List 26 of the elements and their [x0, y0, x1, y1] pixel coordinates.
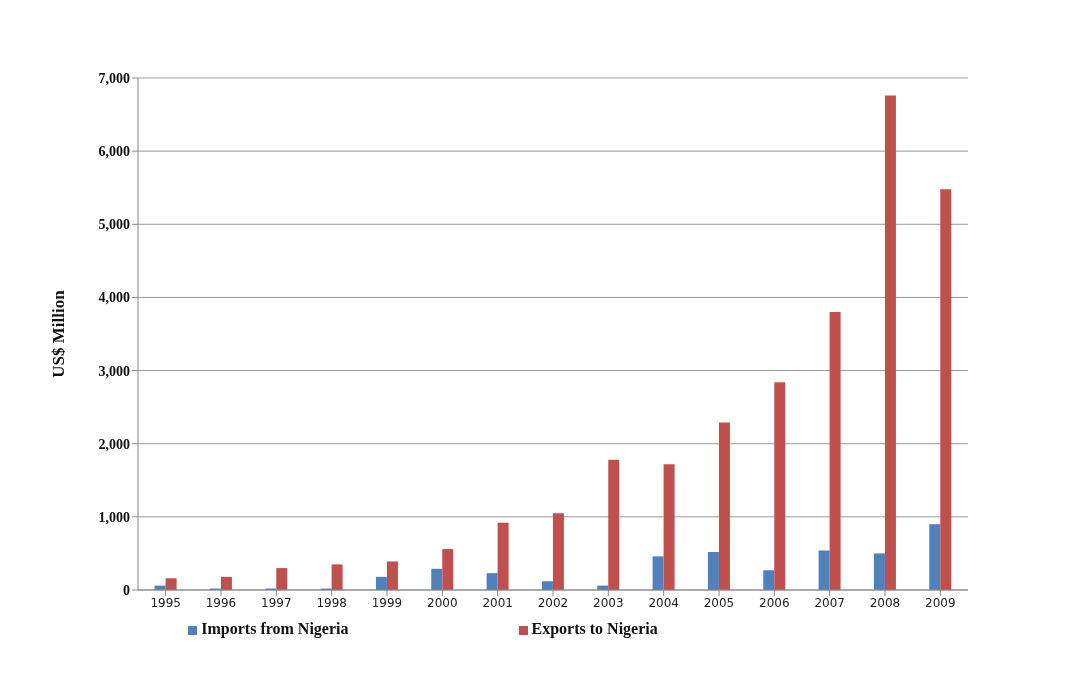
x-tick-label: 2004: [648, 595, 679, 610]
legend-label: Imports from Nigeria: [201, 620, 349, 637]
x-tick-label: 2001: [482, 595, 513, 610]
y-tick-label: 5,000: [98, 217, 130, 233]
x-tick-label: 1996: [205, 595, 237, 610]
x-tick-label: 1997: [261, 595, 292, 610]
y-tick-label: 4,000: [98, 290, 130, 306]
legend-label: Exports to Nigeria: [531, 620, 658, 637]
y-tick-label: 2,000: [98, 436, 130, 452]
x-tick-label: 2002: [537, 595, 569, 610]
y-axis-title: US$ Million: [49, 289, 69, 378]
x-tick-label: 2008: [869, 595, 901, 610]
x-tick-label: 1998: [316, 595, 347, 610]
y-tick-label: 6,000: [98, 144, 130, 160]
x-tick-label: 2009: [925, 595, 956, 610]
y-tick-label: 3,000: [98, 363, 130, 379]
x-tick-label: 2000: [427, 595, 458, 610]
y-tick-label: 0: [123, 582, 130, 598]
y-tick-label: 1,000: [98, 509, 130, 525]
x-tick-label: 1999: [371, 595, 403, 610]
x-tick-label: 2003: [593, 595, 624, 610]
x-tick-label: 2007: [814, 595, 845, 610]
x-tick-label: 2006: [759, 595, 790, 610]
x-tick-label: 2005: [703, 595, 735, 610]
y-tick-label: 7,000: [98, 70, 130, 86]
x-tick-label: 1995: [150, 595, 181, 610]
